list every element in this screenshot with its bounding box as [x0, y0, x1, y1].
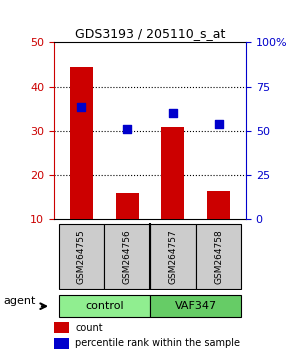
FancyBboxPatch shape	[150, 224, 196, 289]
Bar	[54, 338, 69, 349]
Point	[170, 110, 175, 116]
Title: GDS3193 / 205110_s_at: GDS3193 / 205110_s_at	[75, 27, 225, 40]
Text: GSM264758: GSM264758	[214, 229, 223, 284]
Bar	[70, 67, 93, 219]
Bar	[207, 191, 230, 219]
Point	[125, 126, 130, 132]
Text: percentile rank within the sample: percentile rank within the sample	[75, 338, 240, 348]
FancyBboxPatch shape	[58, 295, 150, 318]
Text: VAF347: VAF347	[175, 301, 217, 311]
Text: GSM264756: GSM264756	[123, 229, 132, 284]
FancyBboxPatch shape	[150, 295, 242, 318]
Point	[216, 121, 221, 127]
Text: GSM264755: GSM264755	[77, 229, 86, 284]
FancyBboxPatch shape	[196, 224, 242, 289]
FancyBboxPatch shape	[58, 224, 104, 289]
Text: control: control	[85, 301, 124, 311]
Point	[79, 104, 84, 109]
Text: agent: agent	[3, 296, 35, 306]
Bar	[54, 322, 69, 333]
Bar	[161, 127, 184, 219]
Text: count: count	[75, 322, 103, 332]
Bar	[116, 193, 139, 219]
FancyBboxPatch shape	[104, 224, 150, 289]
Text: GSM264757: GSM264757	[168, 229, 177, 284]
